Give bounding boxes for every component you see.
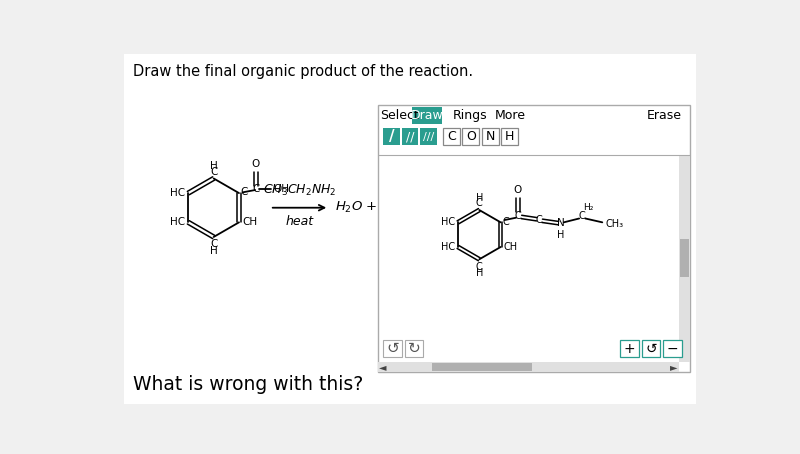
- Bar: [501, 128, 518, 145]
- Text: $CH_3CH_2NH_2$: $CH_3CH_2NH_2$: [262, 183, 336, 197]
- Text: H: H: [505, 130, 514, 143]
- Text: //: //: [406, 130, 414, 143]
- Text: C: C: [210, 167, 218, 177]
- Text: Erase: Erase: [647, 109, 682, 122]
- Bar: [462, 128, 479, 145]
- Text: /: /: [389, 129, 394, 144]
- Bar: [620, 340, 638, 357]
- Text: HC: HC: [170, 217, 186, 227]
- Text: C: C: [502, 217, 509, 227]
- Text: O: O: [514, 185, 522, 195]
- Text: $H_2O$ +: $H_2O$ +: [334, 200, 377, 215]
- Text: C: C: [536, 215, 542, 225]
- Text: N: N: [557, 218, 565, 228]
- Bar: [412, 107, 442, 124]
- Text: heat: heat: [286, 215, 314, 228]
- Text: Select: Select: [380, 109, 418, 122]
- Bar: [663, 340, 682, 357]
- Text: H: H: [210, 246, 218, 256]
- Text: C: C: [514, 211, 521, 221]
- Bar: [402, 128, 418, 145]
- Bar: [482, 128, 498, 145]
- Text: O: O: [252, 159, 260, 169]
- Text: H: H: [210, 161, 218, 171]
- Text: ↺: ↺: [386, 341, 398, 356]
- Bar: [443, 128, 460, 145]
- Text: More: More: [494, 109, 526, 122]
- Text: C: C: [241, 188, 248, 197]
- Bar: [378, 104, 690, 372]
- Text: C: C: [579, 211, 586, 221]
- Text: ↺: ↺: [645, 341, 657, 355]
- Bar: [642, 340, 660, 357]
- Text: H: H: [557, 230, 564, 240]
- Text: CH: CH: [242, 217, 257, 227]
- Bar: [405, 340, 423, 357]
- Text: N: N: [486, 130, 494, 143]
- Bar: [378, 362, 678, 372]
- Text: −: −: [666, 341, 678, 355]
- Text: H: H: [476, 268, 483, 278]
- Text: H: H: [476, 193, 483, 203]
- Bar: [678, 154, 690, 362]
- Text: C: C: [210, 238, 218, 248]
- Text: What is wrong with this?: What is wrong with this?: [133, 375, 363, 394]
- Text: Draw: Draw: [410, 109, 443, 122]
- Text: C: C: [252, 184, 260, 194]
- Text: ►: ►: [670, 362, 677, 372]
- Text: C: C: [447, 130, 456, 143]
- Text: C: C: [476, 262, 482, 271]
- Text: +: +: [624, 341, 635, 355]
- Text: Draw the final organic product of the reaction.: Draw the final organic product of the re…: [133, 64, 473, 79]
- Bar: [383, 340, 402, 357]
- Text: ↻: ↻: [407, 341, 420, 356]
- Bar: [679, 239, 689, 277]
- Text: ///: ///: [423, 132, 434, 142]
- Text: Rings: Rings: [453, 109, 487, 122]
- Bar: [431, 363, 532, 371]
- Text: C: C: [476, 198, 482, 208]
- Text: H₂: H₂: [583, 203, 594, 212]
- Text: CH₃: CH₃: [606, 219, 623, 229]
- Text: OH: OH: [274, 184, 290, 194]
- Text: HC: HC: [170, 188, 186, 198]
- Text: O: O: [466, 130, 476, 143]
- Text: HC: HC: [441, 242, 455, 252]
- Bar: [383, 128, 400, 145]
- Text: ◄: ◄: [379, 362, 387, 372]
- Bar: [420, 128, 437, 145]
- Text: HC: HC: [441, 217, 455, 227]
- Text: CH: CH: [504, 242, 518, 252]
